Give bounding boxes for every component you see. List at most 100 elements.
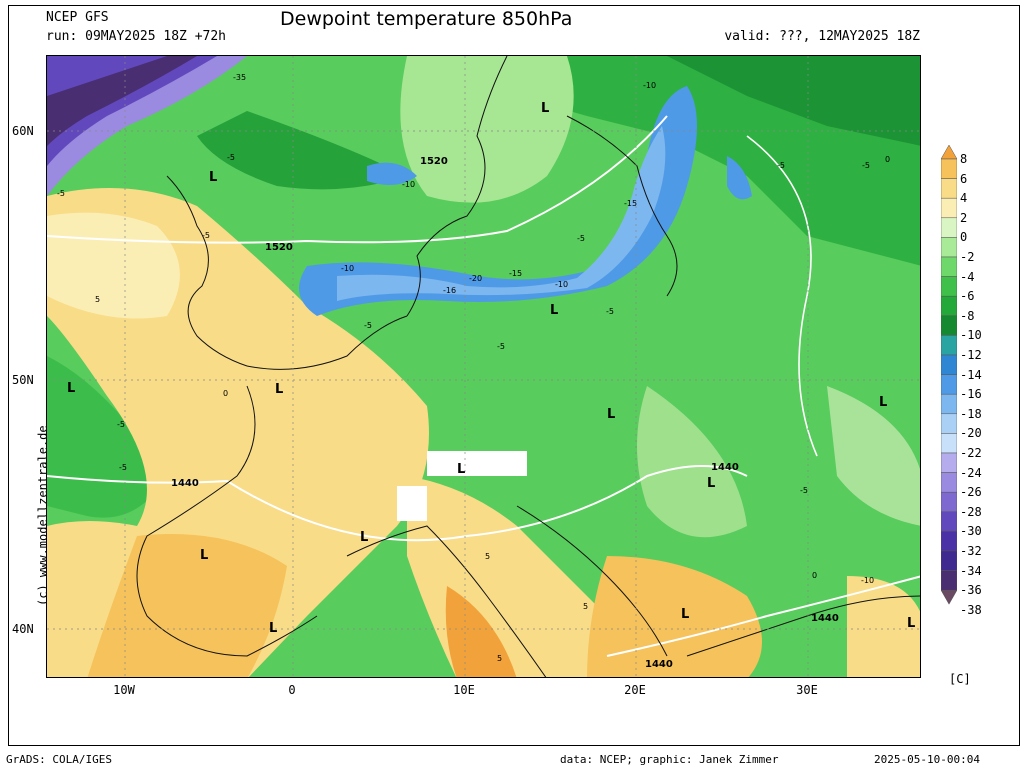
colorbar-tick-label: -20 — [960, 426, 982, 441]
colorbar-tick-label: -8 — [960, 308, 975, 323]
light-green-scandinavia — [400, 56, 574, 203]
coastline-baltic — [566, 115, 678, 297]
dewpoint-label: 0 — [223, 389, 228, 398]
alps-mask-west — [397, 486, 427, 521]
colorbar-tick-label: 6 — [960, 171, 968, 186]
dewpoint-label: 5 — [485, 552, 490, 561]
orange-tyrrhenian — [445, 586, 517, 677]
colorbar-swatch — [941, 178, 957, 199]
map-canvas: 1520 1520 1440 1440 1440 1440 L L L L L … — [47, 56, 920, 677]
low-marker: L — [275, 382, 283, 397]
colorbar-swatch — [941, 491, 957, 513]
colorbar-tick-label: -6 — [960, 289, 975, 304]
low-marker: L — [67, 381, 75, 396]
colorbar-swatch — [941, 472, 957, 493]
colorbar-tick-label: -32 — [960, 544, 982, 558]
colorbar-tick-label: -22 — [960, 446, 982, 460]
map-title: Dewpoint temperature 850hPa — [280, 8, 573, 30]
colorbar-tick-label: -34 — [960, 563, 982, 578]
dewpoint-map: 1520 1520 1440 1440 1440 1440 L L L L L … — [46, 55, 921, 678]
dewpoint-label: -15 — [509, 269, 522, 278]
footer-timestamp: 2025-05-10-00:04 — [874, 753, 980, 766]
lon-label-10e: 10E — [453, 683, 475, 697]
lat-label-50n: 50N — [12, 373, 34, 387]
colorbar-tick-label: 0 — [960, 230, 968, 245]
alps-mask — [427, 451, 527, 476]
low-marker: L — [907, 616, 915, 631]
gph-label: 1440 — [171, 478, 199, 489]
dewpoint-label: 5 — [497, 654, 502, 663]
colorbar-arrow-bottom — [941, 589, 957, 605]
light-green-ukraine — [827, 386, 920, 526]
blue-norway — [367, 162, 417, 185]
low-marker: L — [457, 462, 465, 477]
dewpoint-label: -35 — [233, 73, 246, 82]
dewpoint-label: -5 — [606, 307, 614, 316]
dewpoint-label: -5 — [497, 342, 505, 351]
dark-green-northsea — [197, 111, 407, 190]
dewpoint-label: -15 — [624, 199, 637, 208]
darker-green-north — [667, 56, 920, 146]
low-marker: L — [707, 476, 715, 491]
dewpoint-label: -10 — [402, 180, 415, 189]
gph-label: 1440 — [811, 613, 839, 624]
dewpoint-label: -5 — [862, 161, 870, 170]
dewpoint-label: -5 — [800, 486, 808, 495]
colorbar-tick-label: -36 — [960, 583, 982, 598]
coastline-france-iberia — [136, 385, 318, 657]
colorbar-tick-label: 8 — [960, 152, 968, 166]
light-blue-dry-band — [337, 126, 666, 301]
colorbar-swatch — [941, 413, 957, 434]
dewpoint-label: -5 — [117, 420, 125, 429]
low-marker: L — [550, 303, 558, 318]
colorbar-tick-label: -28 — [960, 504, 982, 519]
coastline-denmark-norway — [406, 56, 508, 317]
lon-label-20e: 20E — [624, 683, 646, 697]
gph-label: 1440 — [711, 462, 739, 473]
dewpoint-label: -5 — [577, 234, 585, 243]
colorbar-tick-label: -12 — [960, 348, 982, 362]
dewpoint-label: -5 — [364, 321, 372, 330]
colorbar-tick-label: -18 — [960, 406, 982, 421]
dewpoint-label: -20 — [469, 274, 482, 283]
model-name: NCEP GFS — [46, 10, 109, 25]
gph-label: 1520 — [265, 242, 293, 253]
colorbar-tick-label: -2 — [960, 250, 975, 264]
colorbar-tick-label: 2 — [960, 210, 968, 225]
plot-frame — [8, 5, 1020, 746]
coastline-black-sea — [686, 595, 920, 657]
gph-contour-1520 — [47, 115, 668, 244]
footer-source: data: NCEP; graphic: Janek Zimmer — [560, 753, 779, 766]
lon-label-30e: 30E — [796, 683, 818, 697]
dewpoint-label: -16 — [443, 286, 456, 295]
dewpoint-label: 5 — [583, 602, 588, 611]
run-info: run: 09MAY2025 18Z +72h — [46, 29, 227, 44]
light-green-romania — [637, 386, 747, 538]
colorbar-arrow-top — [941, 145, 957, 160]
colorbar-tick-label: -30 — [960, 524, 982, 539]
colorbar-swatch — [941, 237, 957, 258]
colorbar-swatch — [941, 256, 957, 277]
colorbar-swatch — [941, 452, 957, 473]
colorbar-swatch — [941, 433, 957, 454]
colorbar-unit: [C] — [949, 672, 971, 686]
blue-baltic-east — [727, 156, 752, 200]
colorbar-swatch — [941, 393, 957, 415]
purple-jet-core — [47, 56, 197, 146]
valid-time: valid: ???, 12MAY2025 18Z — [724, 29, 920, 44]
dewpoint-label: -5 — [227, 153, 235, 162]
low-marker: L — [209, 170, 217, 185]
gph-contour-1440-a — [47, 465, 748, 542]
colorbar-swatch — [941, 550, 957, 571]
coastline-channel — [246, 315, 408, 370]
light-yellow-britain — [47, 212, 180, 319]
low-marker: L — [681, 607, 689, 622]
low-marker: L — [607, 407, 615, 422]
gph-label: 1520 — [420, 156, 448, 167]
lat-label-40n: 40N — [12, 622, 34, 636]
colorbar-tick-label: -14 — [960, 367, 982, 382]
colorbar-swatch — [941, 295, 957, 317]
low-marker: L — [269, 621, 277, 636]
dewpoint-label: -10 — [555, 280, 568, 289]
low-marker: L — [360, 530, 368, 545]
